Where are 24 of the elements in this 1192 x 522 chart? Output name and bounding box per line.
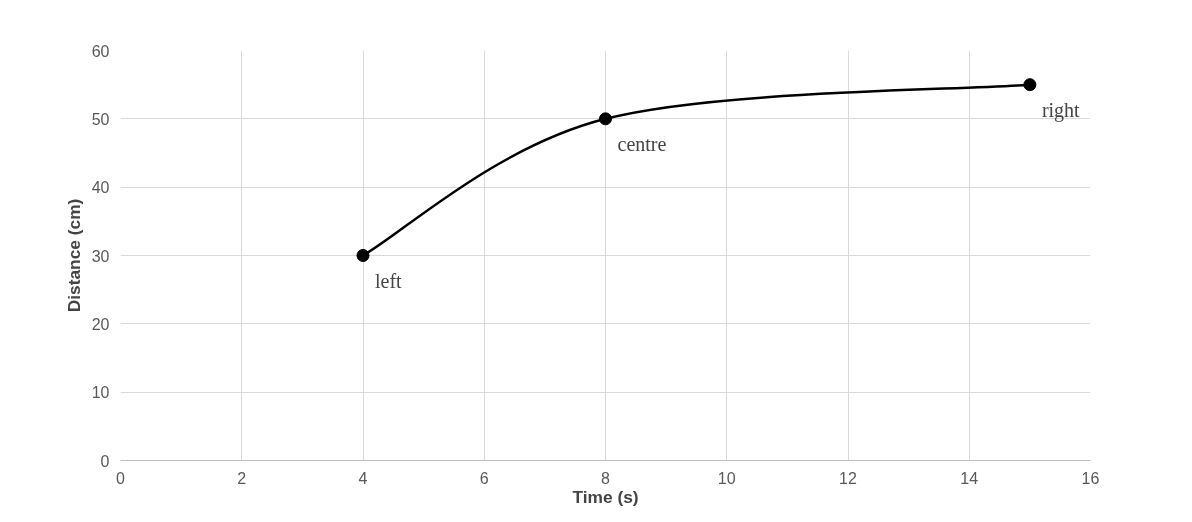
annotation: left [375,269,403,292]
x-tick-label: 10 [717,469,736,487]
y-tick-label: 50 [91,110,110,128]
x-axis-title: Time (s) [572,486,639,507]
y-tick-label: 0 [100,452,110,470]
point [1023,78,1037,92]
x-tick-label: 16 [1081,469,1100,487]
annotation: right [1041,98,1081,122]
y-tick-label: 20 [91,315,110,333]
x-tick-label: 0 [116,469,126,487]
point [356,249,370,262]
annotation: centre [617,132,667,155]
point [599,112,612,126]
y-tick-label: 30 [91,247,110,265]
y-axis-title: Distance (cm) [63,198,84,313]
x-tick-label: 12 [839,469,857,487]
y-tick-label: 10 [91,384,110,402]
x-tick-label: 4 [358,469,368,487]
x-tick-label: 6 [479,469,489,487]
x-tick-label: 2 [237,469,247,487]
y-tick-label: 60 [91,42,110,60]
x-tick-label: 14 [960,469,979,487]
x-tick-label: 8 [601,469,611,487]
y-tick-label: 40 [91,179,110,197]
